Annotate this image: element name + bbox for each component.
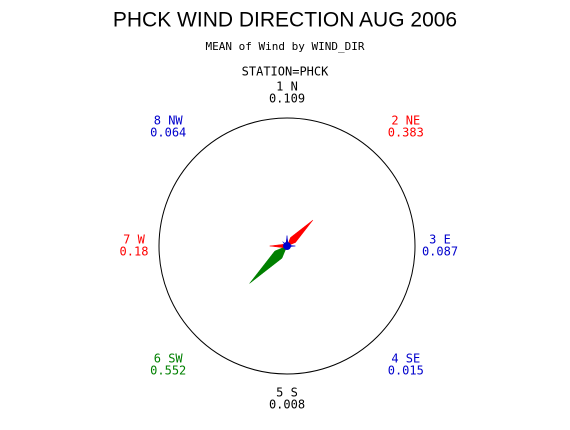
direction-label: 4 SE [391, 351, 420, 365]
chart-title: PHCK WIND DIRECTION AUG 2006 [113, 9, 457, 32]
value-label: 0.109 [269, 92, 305, 106]
center-dot [283, 242, 291, 250]
wind-spike [249, 245, 288, 284]
value-label: 0.008 [269, 398, 305, 412]
value-label: 0.18 [120, 245, 149, 259]
direction-label: 3 E [429, 233, 451, 247]
value-label: 0.087 [422, 245, 458, 259]
value-label: 0.015 [388, 363, 424, 377]
group-label: STATION=PHCK [242, 65, 329, 79]
direction-label: 2 NE [391, 114, 420, 128]
direction-label: 1 N [276, 80, 298, 94]
direction-label: 6 SW [154, 351, 184, 365]
value-label: 0.383 [388, 126, 424, 140]
direction-label: 8 NW [154, 114, 184, 128]
chart-subtitle: MEAN of Wind by WIND_DIR [206, 40, 365, 53]
direction-label: 7 W [123, 233, 145, 247]
value-label: 0.552 [150, 363, 186, 377]
outer-circle [158, 117, 416, 375]
wind-spike [286, 219, 314, 247]
direction-label: 5 S [276, 386, 298, 400]
value-label: 0.064 [150, 126, 186, 140]
